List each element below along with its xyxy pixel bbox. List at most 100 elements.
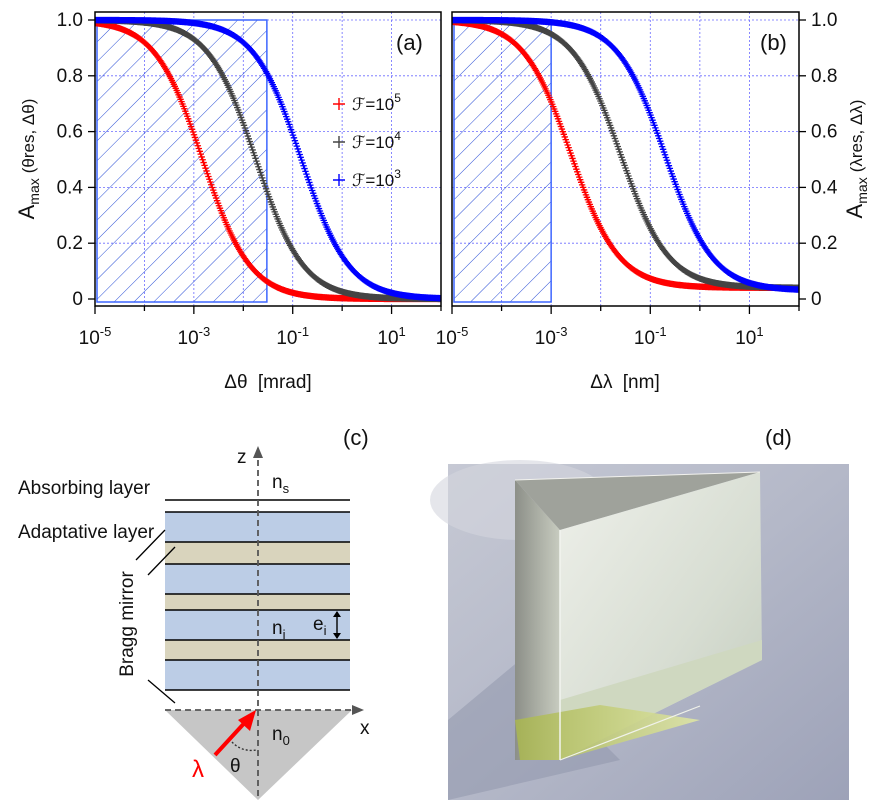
y-tick-label: 1.0 [57,10,83,31]
data-point [254,160,261,168]
data-point [298,156,305,164]
x-axis-symbol-a: Δθ [224,372,247,393]
legend-item-3: ℱ=103 [333,167,401,190]
x-axis-arrow [352,705,364,715]
data-point [297,154,304,161]
data-point [203,167,210,175]
series-3 [95,16,441,302]
data-point [299,159,306,167]
y-tick-label: 0.2 [811,233,837,254]
y-axis-label-a: Amax (θres, Δθ) [14,99,42,220]
data-point [196,148,203,155]
x-tick-label: 10-3 [178,324,211,349]
x-axis-unit-a: [mrad] [258,372,312,393]
e-i-label: ei [313,614,327,638]
data-point [248,143,255,151]
data-point [301,165,308,172]
chart-a: 10-5 10-3 10-1 101 0 0.2 0.4 0.6 0.8 1.0 (a) ℱ=10… [14,10,442,393]
theta-arc [231,741,257,752]
series-b [452,16,799,293]
n-0-label: n0 [272,724,290,748]
data-point [199,156,206,163]
data-point [194,142,202,149]
data-point [437,295,441,302]
lambda-label: λ [192,756,204,783]
data-point [255,163,262,170]
data-point [256,166,263,173]
leader-adaptative [135,529,166,561]
x-axis-label-b: Δλ [nm] [590,372,659,393]
x-tick-label: 10-1 [634,324,667,349]
x-tick-label: 10-5 [79,324,112,349]
data-point [202,164,209,172]
legend-marker [333,136,345,148]
legend-marker [333,174,345,186]
data-point [795,286,799,293]
y-tick-label: 0 [811,289,822,310]
x-tick-label: 101 [735,324,763,349]
y-tick-label: 0.6 [57,122,83,143]
hatched-region-b [453,19,552,303]
y-axis-args-a: (θres, Δθ) [19,99,38,174]
y-axis-sub-b: max [854,177,870,203]
y-tick-label: 0.8 [57,66,83,87]
hatched-region-a [96,19,268,303]
data-point [300,162,307,169]
series-3 [452,16,799,293]
y-tick-label: 1.0 [811,10,837,31]
data-point [293,142,301,150]
data-point [253,157,260,165]
y-tick-label: 0.4 [57,177,84,198]
theta-label: θ [230,756,241,777]
data-point [198,153,205,161]
data-point [294,145,301,153]
hatched-region [96,19,268,303]
bragg-mirror-label: Bragg mirror [117,571,138,677]
z-axis-arrow [253,446,263,458]
diagram-c: (c) [18,425,370,800]
beam-arrowhead [238,710,256,731]
adaptative-layer-label: Adaptative layer [18,522,155,543]
leader-bragg-top [147,546,176,576]
data-point [247,141,254,148]
panel-label-a: (a) [396,30,423,55]
legend-item-2: ℱ=104 [333,129,401,152]
data-point [296,151,303,158]
panel-label-c: (c) [343,425,369,450]
y-axis-main-b: A [842,203,867,218]
prism-photo [430,460,849,800]
plot-frame-b [451,11,800,307]
hatched-region [453,19,552,303]
n-i-label: ni [272,618,286,642]
data-point [200,159,207,166]
leader-bragg-bottom [147,679,176,704]
x-axis-unit-b: [nm] [623,372,660,393]
y-tick-label: 0.2 [57,233,83,254]
y-tick-label: 0.4 [811,177,838,198]
panel-label-d: (d) [765,425,792,450]
y-axis-main-a: A [14,204,39,219]
y-tick-label: 0.8 [811,66,837,87]
legend-a: ℱ=105 ℱ=104 ℱ=103 [333,91,401,190]
x-tick-label: 10-1 [276,324,309,349]
series-1 [95,19,441,303]
n-s-label: ns [272,472,290,496]
data-point [302,168,309,175]
z-axis-label: z [237,447,247,468]
x-axis-symbol-b: Δλ [590,372,613,393]
legend-label: ℱ=103 [352,167,401,190]
y-tick-label: 0.6 [811,122,837,143]
absorbing-layer-label: Absorbing layer [18,478,151,499]
plot-frame-a [94,11,442,307]
y-axis-label-b: Amax (λres, Δλ) [842,100,870,219]
bragg-layer-2 [165,564,350,594]
x-tick-label: 101 [377,324,405,349]
y-tick-label: 0 [72,289,83,310]
legend-label: ℱ=104 [352,129,401,152]
legend-label: ℱ=105 [352,91,401,114]
series-a [95,16,441,303]
x-tick-label: 10-5 [436,324,469,349]
data-point [250,149,257,156]
x-axis-label: x [360,718,370,739]
